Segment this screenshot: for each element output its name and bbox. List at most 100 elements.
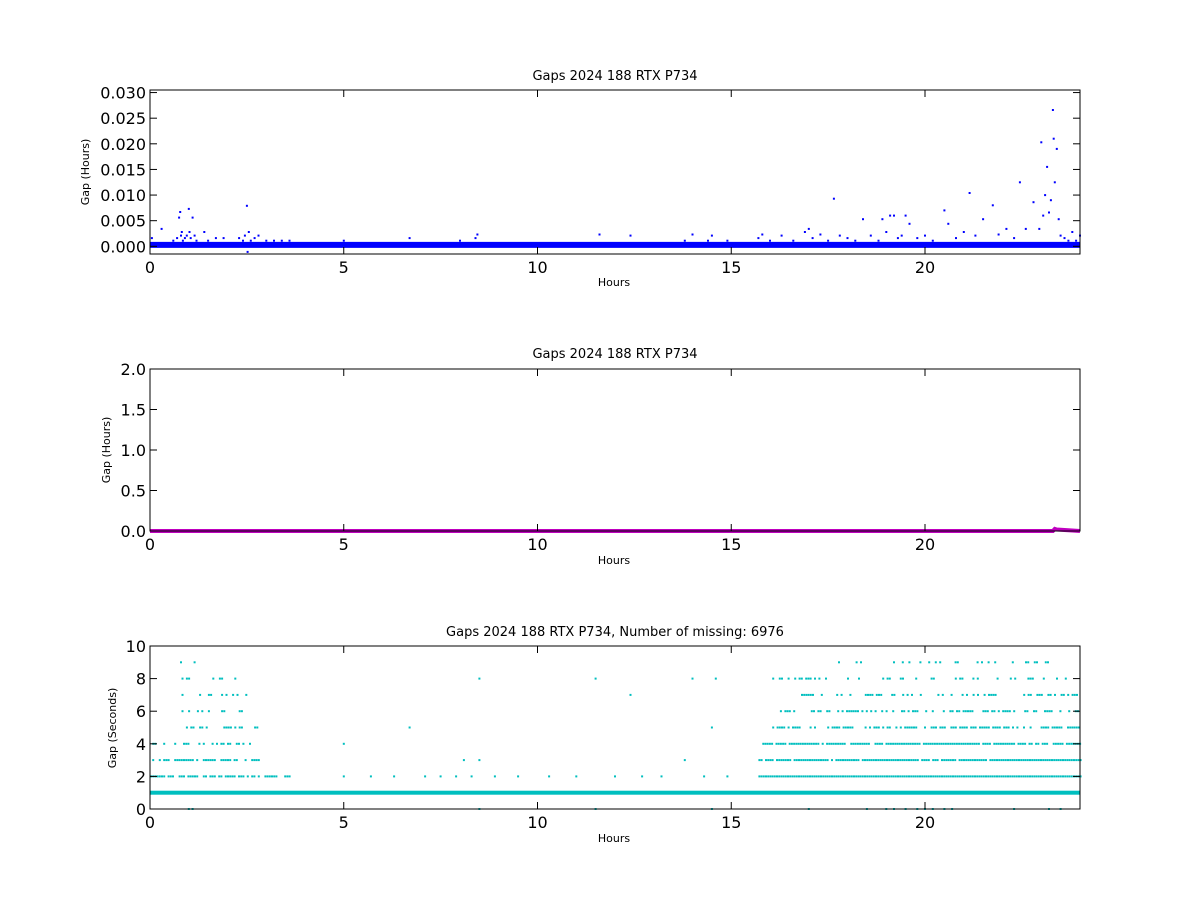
gap-point	[839, 775, 842, 778]
gap-point	[1004, 710, 1007, 713]
gap-point	[996, 759, 998, 762]
gap-point	[459, 239, 461, 242]
gap-point	[236, 693, 239, 696]
y-tick-label: 1.0	[121, 441, 146, 460]
gap-point	[792, 726, 794, 729]
gap-point	[183, 775, 185, 778]
gap-point	[803, 231, 806, 233]
gap-point	[861, 742, 864, 745]
gap-point	[831, 759, 833, 762]
gap-point	[1064, 759, 1067, 762]
gap-point	[931, 742, 934, 745]
gap-point	[1033, 759, 1036, 762]
gap-point	[211, 775, 214, 778]
gap-point	[242, 239, 244, 242]
gap-point	[982, 742, 985, 745]
gap-point	[897, 759, 899, 762]
gap-point	[1048, 710, 1051, 713]
panel-1-frame	[149, 89, 1081, 255]
gap-point	[967, 759, 970, 762]
gap-point	[174, 759, 177, 762]
gap-point	[960, 775, 963, 778]
gap-point	[969, 775, 972, 778]
gap-point	[1047, 661, 1049, 664]
gap-point	[224, 775, 227, 778]
gap-point	[851, 726, 854, 729]
gap-point	[849, 693, 852, 696]
gap-point	[918, 742, 921, 745]
gap-point	[987, 775, 990, 778]
gap-point	[998, 726, 1001, 729]
gap-point	[984, 742, 987, 745]
gap-point	[189, 775, 192, 778]
gap-point	[232, 693, 235, 696]
gap-point	[803, 693, 806, 696]
gap-point	[988, 693, 990, 696]
gap-point	[859, 775, 862, 778]
gap-point	[1073, 759, 1075, 762]
gap-point	[1018, 181, 1021, 184]
gap-point	[784, 775, 787, 778]
gap-point	[867, 693, 869, 696]
gap-point	[1062, 775, 1064, 778]
gap-point	[216, 742, 218, 745]
gap-point	[1044, 194, 1047, 197]
gap-point	[1042, 759, 1045, 762]
gap-point	[864, 775, 866, 778]
gap-point	[205, 775, 207, 778]
gap-point	[794, 677, 797, 680]
gap-point	[949, 742, 952, 745]
gap-point	[575, 775, 578, 778]
y-tick-label: 0.005	[100, 212, 146, 231]
gap-point	[793, 775, 796, 778]
gap-point	[927, 742, 930, 745]
gap-point	[833, 726, 836, 729]
gap-point	[956, 710, 958, 713]
gap-point	[852, 742, 855, 745]
gap-point	[985, 775, 987, 778]
gap-point	[949, 759, 952, 762]
gap-point	[1040, 693, 1043, 696]
gap-point	[912, 759, 915, 762]
gap-point	[1073, 693, 1076, 696]
gap-point	[828, 775, 831, 778]
gap-point	[994, 726, 997, 729]
gap-point	[1060, 693, 1063, 696]
gap-point	[827, 239, 830, 242]
gap-point	[202, 775, 205, 778]
gap-point	[972, 693, 975, 696]
gap-point	[798, 726, 801, 729]
gap-point	[793, 759, 796, 762]
gap-point	[826, 710, 829, 713]
gap-point	[257, 234, 260, 237]
gap-point	[238, 726, 241, 729]
gap-point	[683, 759, 686, 762]
gap-point	[196, 759, 199, 762]
gap-point	[1018, 775, 1020, 778]
gap-point	[271, 775, 273, 778]
gap-point	[1069, 726, 1072, 729]
gap-point	[914, 775, 917, 778]
gap-point	[855, 775, 858, 778]
gap-point	[872, 759, 875, 762]
gap-point	[210, 693, 213, 696]
gap-point	[850, 775, 853, 778]
panel-3-title: Gaps 2024 188 RTX P734, Number of missin…	[446, 625, 784, 640]
gap-point	[1068, 759, 1071, 762]
gap-point	[773, 775, 776, 778]
gap-point	[954, 677, 957, 680]
gap-point	[982, 759, 985, 762]
gap-point	[826, 775, 829, 778]
gap-point	[990, 693, 993, 696]
gap-point	[810, 742, 813, 745]
gap-point	[1009, 759, 1012, 762]
gap-point	[1019, 742, 1022, 745]
gap-point	[1054, 693, 1056, 696]
gap-point	[809, 693, 812, 696]
gap-point	[964, 742, 967, 745]
gap-point	[885, 742, 888, 745]
gap-point	[784, 759, 787, 762]
y-tick-label: 0.030	[100, 84, 146, 103]
gap-point	[185, 759, 188, 762]
